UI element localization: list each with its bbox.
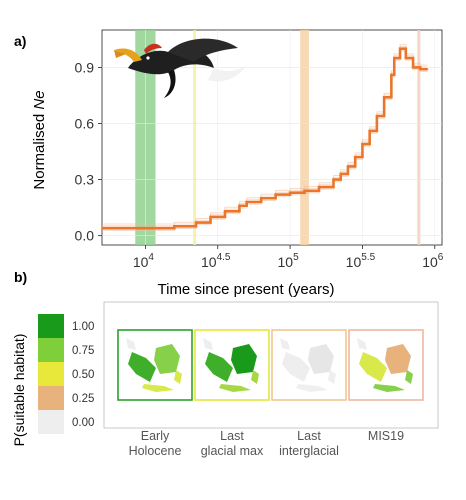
map-landmass-java [219, 384, 251, 392]
x-axis-ticks: 104 104.5 105 105.5 106 [133, 245, 444, 270]
ne-point [245, 201, 248, 203]
x-tick-label: 105 [278, 252, 300, 270]
ne-point [195, 221, 197, 224]
ne-point [318, 186, 320, 188]
panel-a-label: a) [14, 33, 26, 49]
y-axis-label-text: Normalised [31, 110, 48, 190]
map-landmass-borneo [308, 344, 334, 374]
ne-point [390, 74, 393, 76]
ne-point [383, 96, 385, 99]
legend-swatch [38, 386, 64, 410]
habitat-legend: 1.00 0.75 0.50 0.25 0.00 [38, 314, 94, 434]
ne-line-series [101, 44, 429, 231]
map-landmass-peninsula [203, 338, 213, 350]
ne-point [399, 47, 401, 50]
map-landmass-sumatra [359, 352, 387, 382]
habitat-map-label: Last interglacial [279, 429, 339, 458]
ne-point [405, 57, 407, 59]
ne-point [303, 189, 306, 192]
ne-point [101, 227, 103, 229]
shaded-period-2 [193, 30, 197, 245]
hornbill-illustration [114, 38, 246, 98]
legend-swatch [38, 338, 64, 362]
map-landmass-peninsula [280, 338, 290, 350]
ne-plot [101, 29, 443, 246]
ne-point [274, 193, 277, 196]
ne-point [376, 115, 378, 117]
map-landmass-sulawesi [328, 370, 336, 384]
y-axis-ticks: 0.0 0.3 0.6 0.9 [75, 59, 102, 244]
y-tick-label: 0.3 [75, 172, 95, 188]
panel-b-label: b) [14, 269, 27, 285]
ne-point [339, 173, 342, 175]
y-axis-label: Normalised Ne [31, 90, 48, 189]
y-tick-label: 0.0 [75, 228, 95, 244]
ne-point [426, 68, 429, 71]
habitat-map-label: MIS19 [368, 429, 404, 443]
shaded-period-3 [300, 30, 309, 245]
ne-point [419, 68, 422, 71]
ne-point [361, 143, 364, 145]
y-axis-label-variable: Ne [31, 90, 48, 109]
ne-point [412, 66, 414, 69]
map-landmass-sulawesi [251, 370, 259, 384]
legend-swatch [38, 410, 64, 434]
legend-title: P(suitable habitat) [11, 334, 27, 447]
map-landmass-sulawesi [174, 370, 182, 384]
map-landmass-peninsula [357, 338, 367, 350]
map-landmass-sumatra [282, 352, 310, 382]
map-landmass-java [142, 384, 174, 392]
ne-point [159, 227, 161, 229]
map-landmass-sumatra [128, 352, 156, 382]
x-tick-label: 105.5 [346, 252, 376, 270]
habitat-maps: Early Holocene Last glacial max Last intergla… [117, 329, 424, 458]
map-landmass-java [373, 384, 405, 392]
map-landmass-sumatra [205, 352, 233, 382]
ne-point [393, 57, 396, 59]
ne-point [173, 225, 176, 228]
ne-point [289, 191, 291, 194]
ne-point [368, 130, 371, 132]
legend-label: 0.00 [72, 417, 94, 429]
x-tick-label: 104.5 [201, 252, 231, 270]
x-axis-label: Time since present (years) [158, 281, 335, 298]
map-landmass-java [296, 384, 328, 392]
x-tick-label: 106 [422, 252, 444, 270]
shaded-period-4 [417, 30, 421, 245]
map-landmass-borneo [231, 344, 257, 374]
map-landmass-peninsula [126, 338, 136, 350]
habitat-map-label: Early Holocene [129, 429, 182, 458]
habitat-map-label: Last glacial max [201, 429, 264, 458]
ne-point [347, 165, 349, 168]
ne-line [102, 47, 428, 230]
map-landmass-sulawesi [405, 370, 413, 384]
legend-swatch [38, 362, 64, 386]
ne-point [332, 178, 335, 181]
legend-swatch [38, 314, 64, 338]
y-tick-label: 0.6 [75, 115, 95, 131]
legend-label: 1.00 [72, 321, 94, 333]
x-tick-label: 104 [133, 252, 155, 270]
ne-point [354, 156, 356, 158]
legend-label: 0.75 [72, 345, 94, 357]
legend-label: 0.25 [72, 393, 94, 405]
map-landmass-borneo [385, 344, 411, 374]
legend-label: 0.50 [72, 369, 94, 381]
ne-point [209, 216, 212, 218]
ne-point [224, 210, 226, 213]
y-tick-label: 0.9 [75, 59, 95, 75]
ne-point [238, 204, 241, 207]
map-landmass-borneo [154, 344, 180, 374]
ne-point [260, 197, 262, 200]
